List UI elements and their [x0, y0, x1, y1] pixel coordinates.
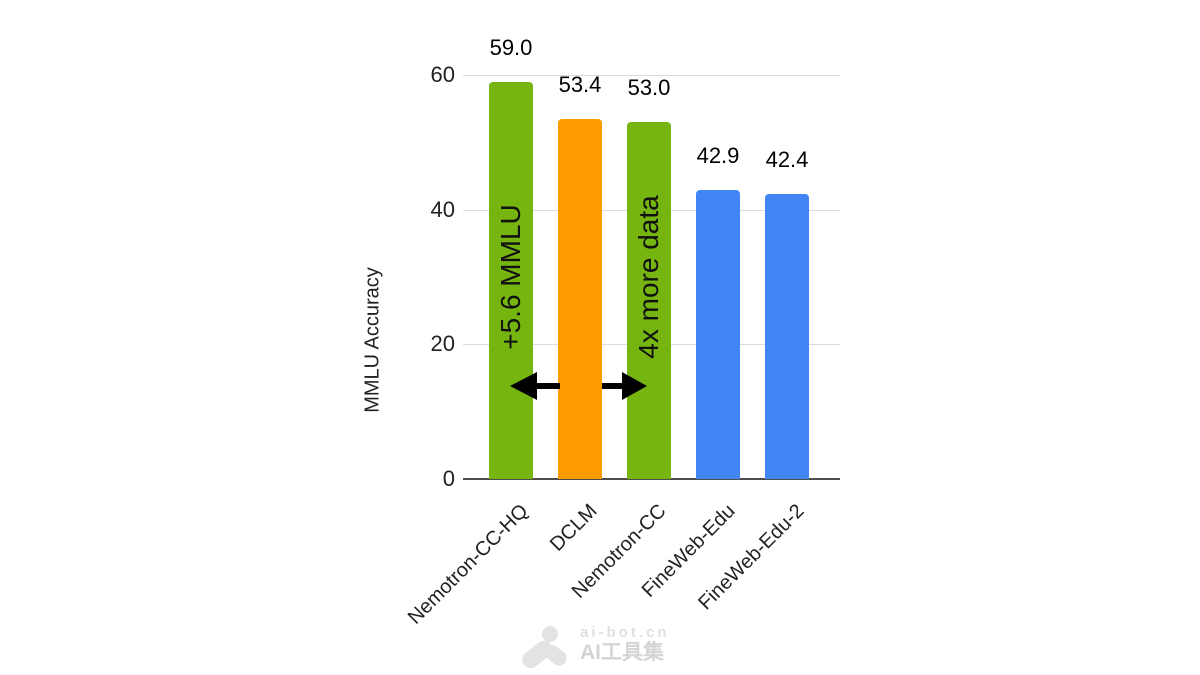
ai-bot-logo-icon	[522, 626, 567, 668]
bar-value-label: 53.4	[558, 72, 602, 98]
bar-Nemotron-CC	[627, 122, 671, 479]
y-tick-label-20: 20	[430, 331, 455, 357]
y-axis-title: MMLU Accuracy	[361, 267, 384, 413]
y-tick-label-40: 40	[430, 196, 455, 222]
bar-value-label: 53.0	[627, 75, 671, 101]
watermark-text: ai-bot.cn AI工具集	[580, 624, 670, 665]
x-axis-line	[463, 478, 840, 480]
watermark-site-url: ai-bot.cn	[580, 623, 670, 641]
watermark-site-name: AI工具集	[580, 640, 664, 664]
bar-value-label: 59.0	[489, 34, 533, 60]
bar-value-label: 42.9	[696, 143, 740, 169]
y-tick-label-60: 60	[430, 62, 455, 87]
bar-Nemotron-CC-HQ	[489, 81, 533, 479]
watermark: ai-bot.cn AI工具集	[520, 620, 670, 668]
bar-value-label: 42.4	[765, 146, 809, 172]
bar-FineWeb-Edu	[696, 190, 740, 479]
gridline-60	[463, 75, 840, 76]
bar-FineWeb-Edu-2	[765, 193, 809, 479]
double-headed-arrow-icon	[510, 372, 647, 400]
bar-DCLM	[558, 119, 602, 479]
bar-annotation-1: +5.6 MMLU	[495, 204, 526, 350]
y-tick-label-0: 0	[442, 466, 455, 491]
bar-annotation-2: 4x more data	[633, 195, 664, 359]
